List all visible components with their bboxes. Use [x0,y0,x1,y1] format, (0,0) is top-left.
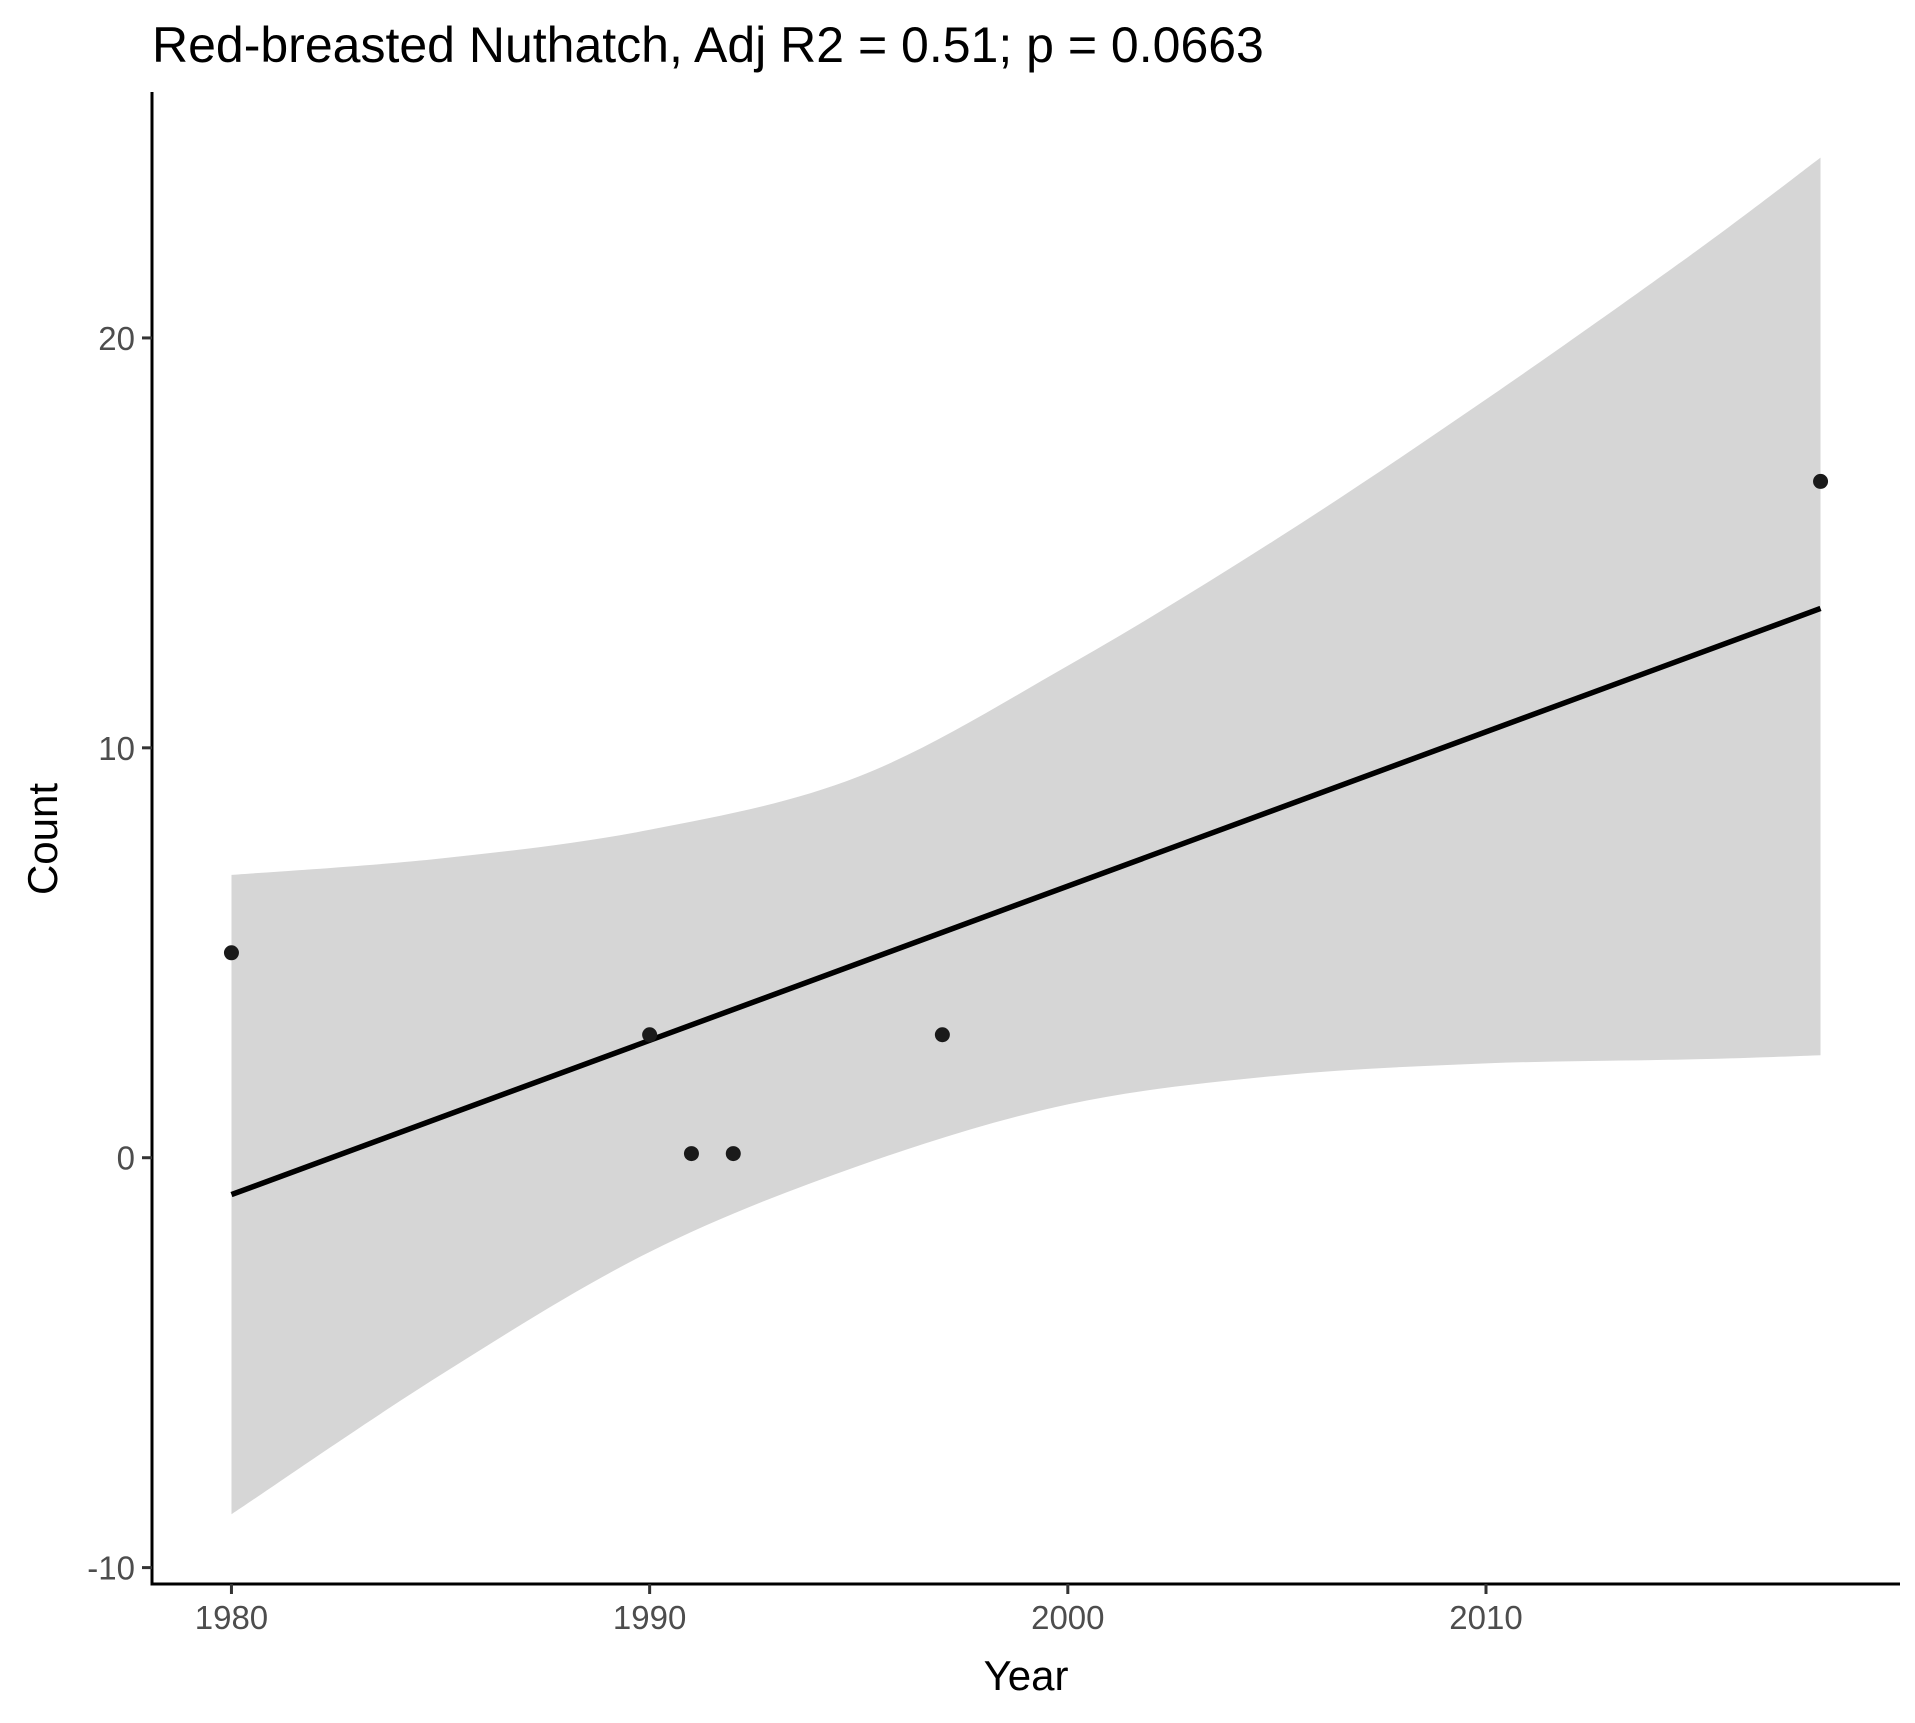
data-point-2 [642,1027,658,1043]
x-tick-label-1990: 1990 [613,1599,686,1636]
confidence-band [231,157,1821,1515]
data-point-5 [934,1027,950,1043]
axes-layer: 1980 1990 2000 2010 -10 0 10 20 [87,92,1900,1636]
confidence-band-layer [231,157,1821,1515]
regression-line [230,605,1822,1198]
x-tick-label-1980: 1980 [195,1599,268,1636]
data-point-1 [223,945,239,961]
x-axis-title: Year [984,1652,1069,1699]
y-tick-label-0: 0 [117,1140,135,1177]
fit-line-layer [230,605,1822,1198]
data-point-4 [725,1146,741,1162]
x-tick-label-2000: 2000 [1031,1599,1104,1636]
chart-title: Red-breasted Nuthatch, Adj R2 = 0.51; p … [152,17,1264,73]
x-tick-label-2010: 2010 [1449,1599,1522,1636]
y-tick-label-20: 20 [98,320,135,357]
y-axis-title: Count [19,783,66,895]
data-points-layer [223,473,1829,1162]
y-tick-label-10: 10 [98,730,135,767]
data-point-3 [683,1146,699,1162]
y-tick-label--10: -10 [87,1550,135,1587]
data-point-6 [1813,473,1829,489]
